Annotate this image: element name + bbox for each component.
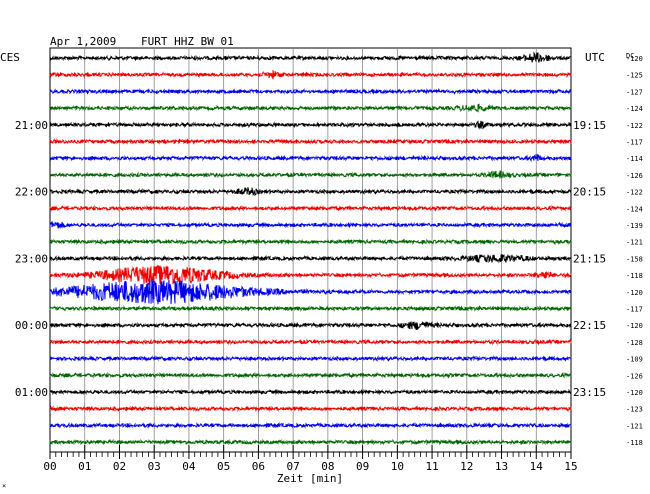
trace-row	[49, 355, 572, 362]
right-time-label: 21:15	[573, 252, 606, 265]
trace-row	[49, 405, 572, 413]
trace-row	[49, 153, 572, 163]
axis-labels: 21:00 22:00 23:00 00:00 01:00 19:15 20:15 21:15…	[15, 55, 643, 447]
x-tick-label: 05	[217, 460, 230, 473]
trace-row	[49, 103, 572, 113]
trace-row	[49, 87, 572, 95]
x-tick-label: 03	[148, 460, 161, 473]
trace-row	[49, 338, 572, 346]
minute-gridlines	[84, 48, 537, 452]
dc-offset-label: -125	[626, 72, 643, 80]
plot-frame	[49, 47, 572, 453]
x-tick-label: 12	[460, 460, 473, 473]
chart-station: FURT HHZ BW 01	[141, 35, 234, 48]
trace-row	[49, 204, 572, 212]
trace-row	[49, 320, 572, 330]
x-tick-label: 07	[287, 460, 300, 473]
x-tick-label: 09	[356, 460, 369, 473]
trace-row	[49, 253, 572, 264]
x-tick-label: 04	[182, 460, 196, 473]
trace-row	[49, 388, 572, 396]
dc-offset-label: -117	[626, 139, 643, 147]
left-time-label: 22:00	[15, 186, 48, 199]
trace-row	[49, 438, 572, 446]
trace-row	[49, 120, 572, 130]
x-tick-label: 00	[43, 460, 56, 473]
trace-row	[49, 138, 572, 145]
x-tick-label: 11	[425, 460, 438, 473]
right-time-label: 23:15	[573, 386, 606, 399]
x-tick-label: 15	[564, 460, 577, 473]
dc-offset-label: -121	[626, 422, 643, 430]
left-time-label: 21:00	[15, 119, 48, 132]
trace-row	[49, 170, 572, 179]
dc-offset-label: -124	[626, 205, 643, 213]
dc-offset-label: -124	[626, 105, 643, 113]
dc-offset-label: -120	[626, 322, 643, 330]
left-time-label: 00:00	[15, 319, 48, 332]
trace-row	[49, 220, 572, 229]
x-axis-ticks: 00 01 02 03 04 05 06 07 08 09 10 11 12 13 14 15	[43, 445, 578, 473]
trace-row	[49, 70, 572, 80]
right-time-label: 19:15	[573, 119, 606, 132]
x-tick-label: 01	[78, 460, 91, 473]
corner-mark: ×	[2, 482, 6, 490]
dc-offset-label: -158	[626, 255, 643, 263]
dc-offset-label: -120	[626, 55, 643, 63]
x-tick-label: 14	[530, 460, 544, 473]
x-axis-title: Zeit [min]	[277, 472, 343, 485]
trace-row	[49, 238, 572, 246]
right-time-label: 22:15	[573, 319, 606, 332]
dc-offset-label: -120	[626, 389, 643, 397]
chart-date: Apr 1,2009	[50, 35, 116, 48]
trace-row	[49, 51, 572, 63]
right-timezone-label: UTC	[585, 51, 605, 64]
dc-offset-label: -114	[626, 155, 643, 163]
x-tick-label: 08	[321, 460, 334, 473]
dc-offset-label: -123	[626, 406, 643, 414]
left-time-label: 01:00	[15, 386, 48, 399]
dc-offset-label: -118	[626, 272, 643, 280]
x-tick-label: 13	[495, 460, 508, 473]
dc-label: DC	[626, 52, 634, 60]
dc-offset-label: -126	[626, 172, 643, 180]
trace-row	[49, 279, 572, 305]
dc-offset-label: -122	[626, 122, 643, 130]
x-tick-label: 10	[391, 460, 404, 473]
dc-offset-label: -139	[626, 222, 643, 230]
dc-offset-label: -127	[626, 88, 643, 96]
dc-offset-label: -109	[626, 356, 643, 364]
trace-row	[49, 305, 572, 312]
dc-offset-label: -120	[626, 289, 643, 297]
seismic-traces	[49, 51, 572, 446]
dc-offset-label: -126	[626, 372, 643, 380]
x-tick-label: 02	[113, 460, 126, 473]
trace-row	[49, 187, 572, 197]
right-time-label: 20:15	[573, 186, 606, 199]
trace-row	[49, 421, 572, 429]
trace-row	[49, 371, 572, 379]
dc-offset-label: -118	[626, 439, 643, 447]
trace-row	[49, 264, 572, 286]
dc-offset-label: -128	[626, 339, 643, 347]
left-time-label: 23:00	[15, 252, 48, 265]
dc-offset-label: -117	[626, 306, 643, 314]
dc-offset-label: -121	[626, 239, 643, 247]
left-timezone-label: CES	[0, 51, 20, 64]
dc-offset-label: -122	[626, 189, 643, 197]
x-tick-label: 06	[252, 460, 265, 473]
